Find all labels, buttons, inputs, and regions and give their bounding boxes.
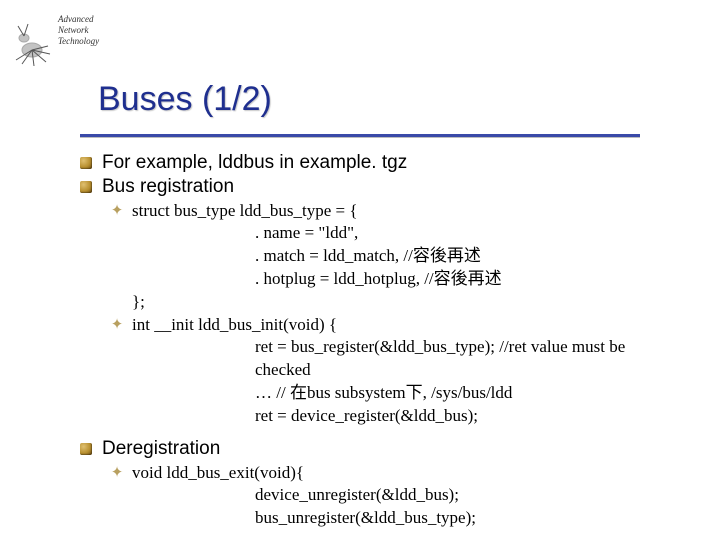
plus-bullet-icon: ✦	[110, 465, 124, 480]
bullet-level-1: Bus registration	[80, 176, 670, 198]
square-bullet-icon	[80, 181, 92, 193]
code-line: ret = device_register(&ldd_bus);	[255, 405, 670, 428]
logo: Advanced Network Technology	[10, 8, 100, 68]
bullet-text: Deregistration	[102, 438, 220, 460]
logo-line2: Network	[58, 25, 99, 36]
bullet-level-2: ✦ void ldd_bus_exit(void){	[110, 462, 670, 484]
logo-line1: Advanced	[58, 14, 99, 25]
code-line: ret = bus_register(&ldd_bus_type); //ret…	[255, 336, 670, 382]
title-divider	[80, 134, 640, 138]
bullet-level-1: Deregistration	[80, 438, 670, 460]
bullet-text: int __init ldd_bus_init(void) {	[132, 314, 337, 336]
code-line: };	[132, 291, 670, 314]
code-line: . hotplug = ldd_hotplug, //容後再述	[255, 268, 670, 291]
bullet-level-1: For example, lddbus in example. tgz	[80, 152, 670, 174]
content-area: For example, lddbus in example. tgzBus r…	[80, 152, 670, 530]
bullet-level-2: ✦ struct bus_type ldd_bus_type = {	[110, 200, 670, 222]
code-line: device_unregister(&ldd_bus);	[255, 484, 670, 507]
logo-line3: Technology	[58, 36, 99, 47]
plus-bullet-icon: ✦	[110, 317, 124, 332]
code-line: bus_unregister(&ldd_bus_type);	[255, 507, 670, 530]
code-line: … // 在bus subsystem下, /sys/bus/ldd	[255, 382, 670, 405]
logo-text: Advanced Network Technology	[58, 14, 99, 46]
code-line: . match = ldd_match, //容後再述	[255, 245, 670, 268]
square-bullet-icon	[80, 443, 92, 455]
bullet-text: void ldd_bus_exit(void){	[132, 462, 304, 484]
bullet-text: Bus registration	[102, 176, 234, 198]
code-line: . name = "ldd",	[255, 222, 670, 245]
bullet-text: struct bus_type ldd_bus_type = {	[132, 200, 358, 222]
square-bullet-icon	[80, 157, 92, 169]
bullet-text: For example, lddbus in example. tgz	[102, 152, 407, 174]
plus-bullet-icon: ✦	[110, 203, 124, 218]
slide-title: Buses (1/2)	[98, 80, 272, 119]
bullet-level-2: ✦ int __init ldd_bus_init(void) {	[110, 314, 670, 336]
